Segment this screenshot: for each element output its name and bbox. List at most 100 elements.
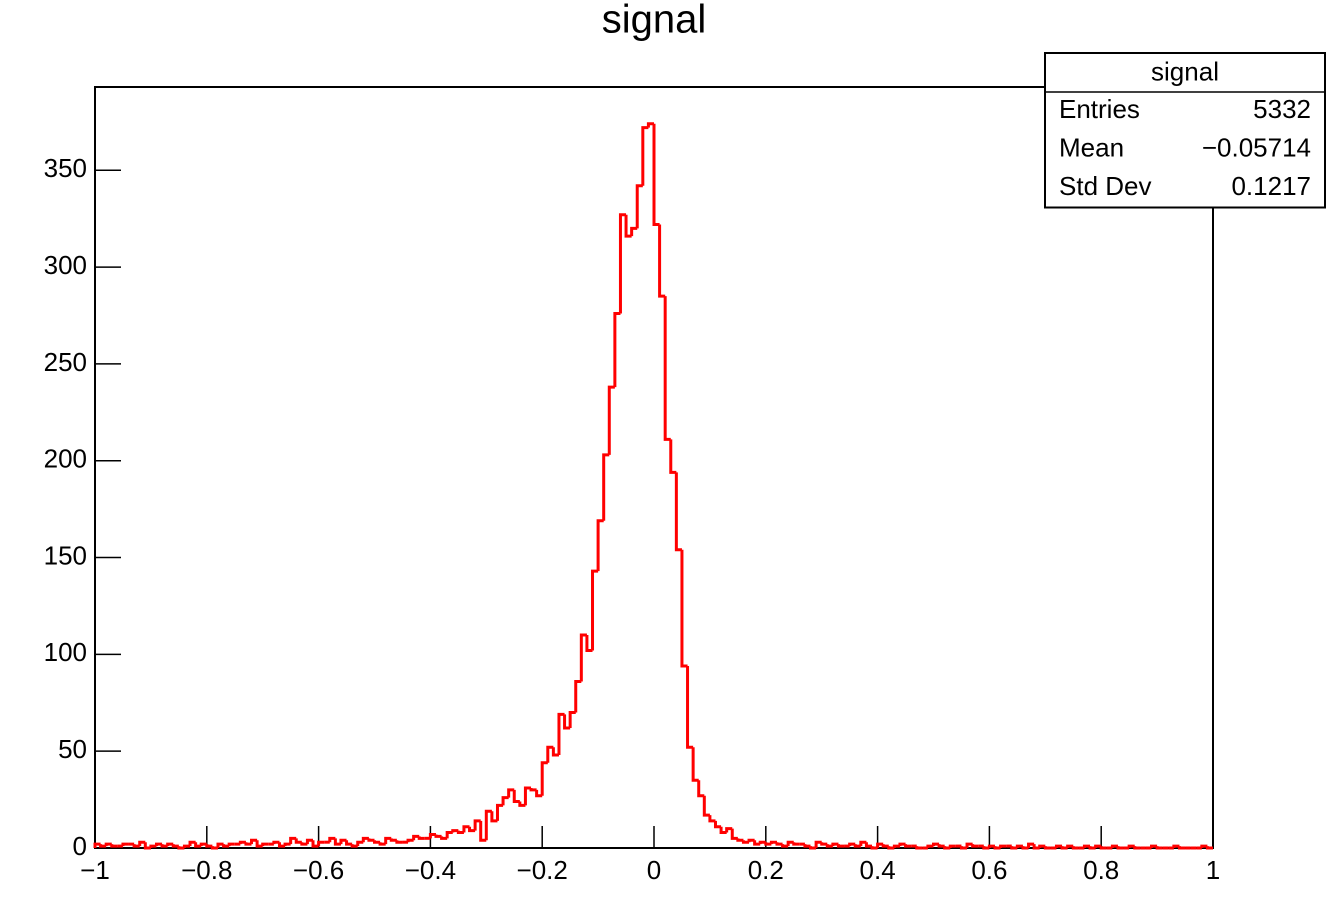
histogram-bin: [904, 844, 912, 848]
histogram-bin: [283, 842, 291, 847]
histogram-bin: [529, 787, 537, 792]
histogram-bin: [825, 844, 833, 848]
histogram-bin: [652, 123, 660, 226]
histogram-bin: [563, 714, 571, 730]
histogram-bin: [602, 453, 610, 521]
histogram-bin: [887, 846, 895, 850]
histogram-bin: [630, 226, 638, 237]
histogram-bin: [680, 549, 688, 668]
histogram-bin: [384, 836, 392, 845]
histogram-bin: [725, 827, 733, 833]
histogram-bin: [697, 780, 705, 798]
histogram-bin: [993, 846, 1001, 850]
histogram-bin: [736, 838, 744, 842]
histogram-bin: [713, 820, 722, 829]
histogram-bin: [820, 842, 828, 846]
histogram-bin: [484, 809, 492, 841]
histogram-bin: [406, 838, 414, 843]
stats-box: [1044, 52, 1326, 209]
x-tick-label: −1: [80, 855, 110, 885]
histogram-bin: [613, 312, 621, 388]
histogram-bin: [317, 840, 325, 847]
histogram-bin: [579, 633, 587, 682]
histogram-bin: [238, 840, 246, 845]
histogram-bin: [691, 747, 699, 782]
histogram-bin: [1010, 846, 1018, 850]
histogram-bin: [758, 840, 766, 845]
histogram-bin: [160, 844, 168, 848]
histogram-bin: [674, 472, 682, 552]
histogram-bin: [669, 439, 677, 474]
y-tick-label: 200: [44, 444, 87, 474]
histogram-bin: [277, 842, 286, 848]
histogram-bin: [250, 838, 258, 845]
histogram-bin: [786, 840, 794, 847]
histogram-bin: [1177, 846, 1186, 850]
histogram-bin: [836, 844, 845, 848]
histogram-bin: [848, 842, 856, 847]
histogram-bin: [803, 844, 811, 848]
histogram-bin: [1054, 844, 1063, 848]
histogram-bin: [618, 213, 627, 314]
histogram-bin: [328, 836, 336, 843]
histogram-bin: [154, 842, 163, 847]
histogram-bin: [814, 840, 822, 848]
histogram-bin: [1088, 846, 1096, 850]
x-tick-label: 0.4: [860, 855, 896, 885]
stats-label: Std Dev: [1059, 171, 1152, 201]
stats-label: Entries: [1059, 94, 1140, 124]
histogram-bin: [1116, 846, 1124, 850]
histogram-bin: [747, 838, 755, 843]
histogram-bin: [568, 710, 576, 728]
histogram-bin: [373, 840, 381, 844]
x-tick-label: 0: [647, 855, 661, 885]
histogram-bin: [1127, 844, 1135, 848]
histogram-bin: [915, 846, 923, 850]
stats-value: −0.05714: [1202, 133, 1311, 163]
histogram-bin: [121, 842, 129, 847]
x-tick-label: −0.4: [405, 855, 456, 885]
histogram-bin: [289, 836, 297, 845]
histogram-bin: [999, 844, 1007, 848]
y-tick-label: 0: [73, 831, 87, 861]
histogram-bin: [216, 842, 224, 848]
histogram-bin: [898, 842, 906, 847]
histogram-bin: [859, 840, 867, 847]
histogram-bin: [294, 838, 302, 844]
histogram-bin: [686, 665, 694, 749]
histogram-bin: [350, 844, 358, 848]
histogram-bin: [1155, 846, 1163, 850]
histogram-bin: [892, 844, 900, 848]
histogram-bin: [93, 842, 101, 848]
histogram-bin: [959, 846, 968, 850]
histogram-bin: [490, 811, 498, 823]
histogram-bin: [272, 840, 280, 845]
histogram-bin: [1060, 846, 1068, 850]
histogram-bin: [663, 296, 671, 441]
histogram-bin: [987, 844, 995, 848]
histogram-bin: [507, 788, 515, 798]
histogram-bin: [535, 789, 543, 798]
histogram-bin: [1027, 842, 1035, 848]
histogram-bin: [775, 842, 783, 846]
histogram-bin: [1082, 844, 1091, 848]
histogram-bin: [479, 820, 487, 842]
histogram-bin: [831, 842, 839, 847]
stats-value: 0.1217: [1231, 171, 1311, 201]
histogram-bin: [730, 828, 738, 840]
histogram-bin: [1150, 844, 1158, 848]
histogram-bin: [361, 836, 369, 843]
histogram-bin: [445, 831, 453, 839]
histogram-bin: [932, 842, 940, 847]
histogram-bin: [658, 224, 666, 298]
histogram-bin: [546, 745, 554, 763]
histogram-bin: [417, 836, 425, 840]
histogram-bin: [188, 840, 196, 847]
histogram-bin: [389, 838, 397, 842]
histogram-bin: [585, 634, 593, 652]
histogram-bin: [1071, 846, 1079, 850]
histogram-bin: [764, 842, 772, 846]
y-tick-label: 150: [44, 540, 87, 570]
y-tick-label: 50: [58, 734, 87, 764]
histogram-bin: [1032, 844, 1040, 850]
